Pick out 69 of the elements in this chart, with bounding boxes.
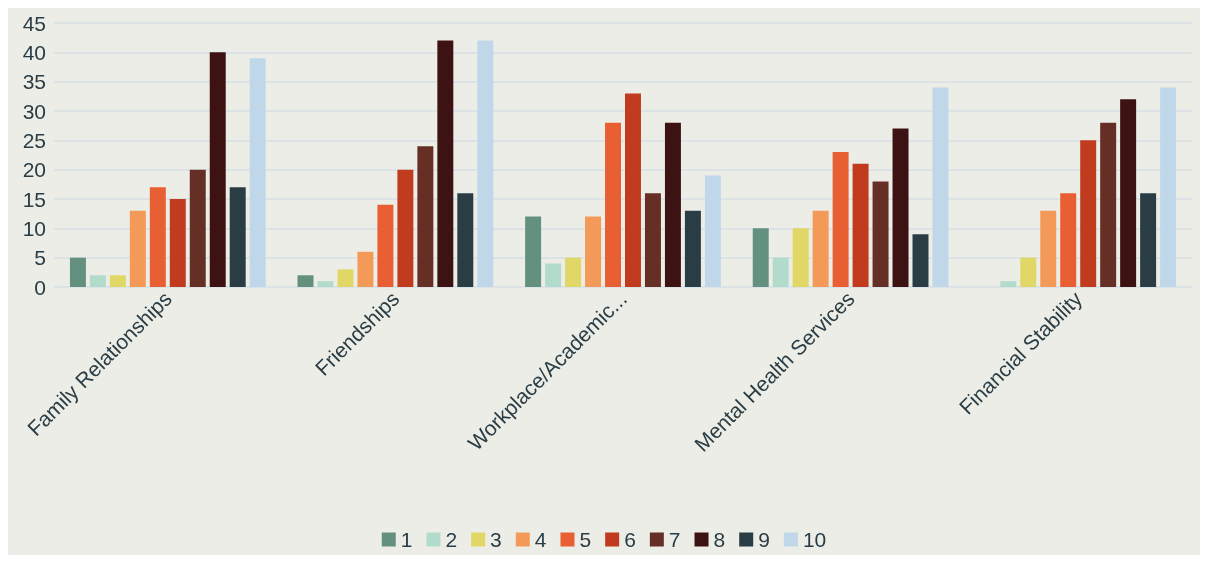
legend-label: 8: [713, 528, 726, 551]
legend-label: 7: [668, 528, 681, 551]
bar: [752, 228, 769, 287]
bar: [1020, 257, 1037, 287]
bar: [772, 257, 789, 287]
bar: [892, 128, 909, 287]
bar: [149, 187, 166, 287]
bar: [337, 269, 354, 287]
bar: [437, 40, 454, 287]
y-tick-label: 10: [22, 216, 46, 240]
bar: [1060, 193, 1077, 287]
legend-label: 10: [802, 528, 827, 551]
bar: [585, 216, 602, 287]
legend-label: 2: [445, 528, 458, 551]
bar: [397, 169, 414, 287]
bar: [605, 122, 621, 287]
bar: [129, 210, 146, 287]
y-tick-label: 35: [22, 70, 46, 94]
bar: [545, 263, 562, 287]
bar: [249, 58, 266, 287]
bar: [169, 199, 186, 287]
y-tick-label: 20: [22, 158, 46, 182]
bar: [189, 169, 206, 287]
y-tick-label: 15: [22, 187, 46, 211]
legend-label: 6: [624, 528, 636, 551]
y-tick-label: 40: [22, 40, 46, 64]
bar: [1040, 210, 1057, 287]
bar: [69, 257, 86, 287]
bar: [457, 193, 474, 287]
bar: [912, 234, 929, 287]
bar: [664, 122, 681, 287]
bar: [932, 87, 949, 287]
bar: [792, 228, 809, 287]
bar: [644, 193, 661, 287]
bar: [1120, 99, 1137, 287]
bar: [1100, 122, 1117, 287]
bar: [1160, 87, 1177, 287]
y-tick-label: 5: [34, 246, 46, 270]
bar: [852, 163, 869, 287]
bar: [1080, 140, 1097, 287]
bar: [812, 210, 829, 287]
legend-label: 5: [579, 528, 592, 551]
bar: [684, 210, 701, 287]
bar: [417, 146, 434, 287]
bar: [1140, 193, 1157, 287]
legend-label: 1: [400, 528, 413, 551]
legend-label: 4: [534, 528, 547, 551]
legend-label: 9: [758, 528, 770, 551]
bar: [297, 275, 314, 287]
bar: [872, 181, 889, 287]
y-tick-label: 45: [22, 11, 46, 35]
bar: [832, 152, 849, 287]
bar: [704, 175, 721, 287]
bar: [229, 187, 246, 287]
y-tick-label: 0: [34, 275, 46, 299]
bar: [209, 52, 226, 287]
y-tick-label: 25: [22, 128, 46, 152]
legend-label: 3: [490, 528, 502, 551]
bar: [109, 275, 126, 287]
bar: [565, 257, 582, 287]
bar: [625, 93, 641, 287]
bar: [477, 40, 494, 287]
bar: [357, 251, 374, 287]
bar: [525, 216, 542, 287]
bar: [89, 275, 106, 287]
bar: [377, 204, 394, 287]
y-tick-label: 30: [22, 99, 46, 123]
bar: [317, 281, 334, 287]
bar: [1000, 281, 1017, 287]
